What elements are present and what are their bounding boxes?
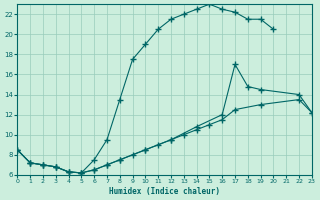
X-axis label: Humidex (Indice chaleur): Humidex (Indice chaleur): [109, 187, 220, 196]
